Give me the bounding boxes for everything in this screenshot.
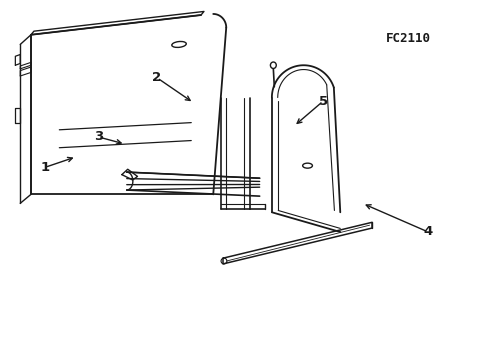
Text: 4: 4 <box>423 225 433 238</box>
Text: 1: 1 <box>40 161 49 174</box>
Text: FC2110: FC2110 <box>386 32 431 45</box>
Text: 2: 2 <box>152 71 162 84</box>
Text: 3: 3 <box>94 130 103 144</box>
Text: 5: 5 <box>318 95 328 108</box>
